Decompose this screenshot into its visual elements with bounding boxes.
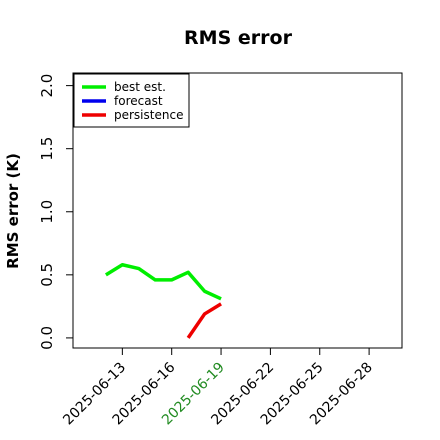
y-tick-label: 0.0 — [38, 326, 56, 350]
y-tick-label: 0.5 — [38, 263, 56, 287]
legend-label: forecast — [114, 94, 163, 108]
legend-label: persistence — [114, 108, 183, 122]
series-line — [104, 262, 222, 301]
series-line — [186, 302, 222, 339]
y-axis-label: RMS error (K) — [4, 153, 22, 269]
y-tick-label: 1.0 — [38, 200, 56, 224]
chart-title: RMS error — [184, 27, 293, 49]
y-tick-label: 1.5 — [38, 137, 56, 161]
plot-frame — [72, 72, 403, 349]
legend-label: best est. — [114, 80, 166, 94]
y-tick-label: 2.0 — [38, 74, 56, 98]
